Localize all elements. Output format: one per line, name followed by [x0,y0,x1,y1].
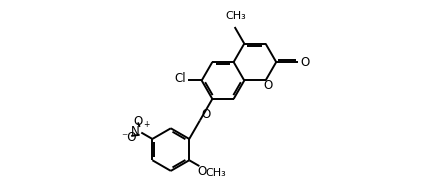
Text: +: + [143,120,150,129]
Text: O: O [202,108,211,121]
Text: O: O [133,115,143,128]
Text: N: N [131,125,140,138]
Text: CH₃: CH₃ [206,168,227,178]
Text: O: O [300,55,310,69]
Text: ⁻O: ⁻O [121,131,137,144]
Text: O: O [263,79,272,92]
Text: Cl: Cl [174,72,186,85]
Text: O: O [198,165,207,178]
Text: CH₃: CH₃ [225,12,246,22]
